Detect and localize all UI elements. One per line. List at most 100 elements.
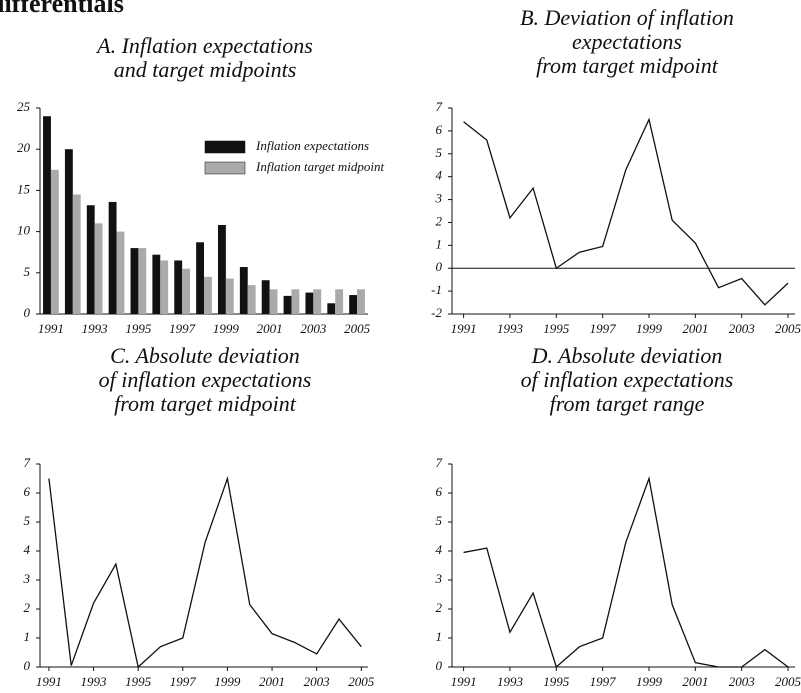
bar: [283, 295, 292, 314]
y-tick-label: 1: [436, 629, 443, 644]
y-tick-label: -2: [431, 305, 442, 320]
y-tick-label: 6: [24, 484, 31, 499]
x-tick-label: 1995: [543, 674, 570, 689]
x-tick-label: 1993: [497, 321, 524, 336]
x-tick-label: 1993: [81, 674, 108, 689]
y-tick-label: 4: [24, 542, 31, 557]
x-tick-label: 1999: [636, 674, 663, 689]
chart-title: of inflation expectations: [521, 367, 734, 392]
chart-title: D. Absolute deviation: [531, 343, 723, 368]
y-tick-label: 5: [24, 264, 31, 279]
x-tick-label: 1999: [214, 674, 241, 689]
x-tick-label: 2001: [259, 674, 285, 689]
bar: [357, 289, 365, 314]
bar: [182, 268, 191, 314]
x-tick-label: 1993: [82, 321, 109, 336]
chart-title: B. Deviation of inflation: [520, 5, 734, 30]
chart-title: from target range: [550, 391, 705, 416]
x-tick-label: 1999: [213, 321, 240, 336]
y-tick-label: 10: [17, 223, 31, 238]
x-tick-label: 2003: [729, 674, 756, 689]
bar: [204, 276, 212, 314]
chart-title: from target midpoint: [114, 391, 297, 416]
bar: [160, 260, 169, 314]
x-tick-label: 2003: [300, 321, 327, 336]
line: [48, 475, 362, 669]
y-tick-label: 7: [436, 99, 443, 114]
y-tick-label: 6: [436, 122, 443, 137]
bar: [50, 169, 59, 314]
bar: [239, 267, 248, 314]
y-tick-label: 4: [436, 542, 443, 557]
y-tick-label: 2: [436, 213, 443, 228]
bar: [108, 201, 117, 314]
y-tick-label: 5: [436, 145, 443, 160]
y-tick-label: 7: [436, 455, 443, 470]
bar: [138, 248, 147, 314]
y-tick-label: 1: [24, 629, 31, 644]
bar: [225, 278, 234, 314]
x-tick-label: 1991: [451, 674, 477, 689]
bar: [269, 289, 278, 314]
x-tick-label: 2001: [682, 674, 708, 689]
y-tick-label: 0: [436, 658, 443, 673]
x-tick-label: 1997: [169, 321, 196, 336]
bar: [313, 289, 322, 314]
x-tick-label: 1995: [125, 321, 152, 336]
line: [463, 117, 789, 306]
y-tick-label: 25: [17, 99, 31, 114]
y-tick-label: 15: [17, 181, 31, 196]
x-tick-label: 1997: [590, 674, 617, 689]
chart-title: from target midpoint: [536, 53, 719, 78]
y-tick-label: 6: [436, 484, 443, 499]
y-tick-label: 2: [436, 600, 443, 615]
y-tick-label: 20: [17, 140, 31, 155]
x-tick-label: 2005: [775, 674, 801, 689]
x-tick-label: 2003: [729, 321, 756, 336]
bar: [72, 194, 81, 314]
x-tick-label: 2005: [344, 321, 371, 336]
header: differentials: [0, 0, 124, 18]
y-tick-label: 3: [435, 191, 443, 206]
x-tick-label: 1991: [451, 321, 477, 336]
legend-label: Inflation target midpoint: [255, 159, 384, 174]
y-tick-label: 5: [24, 513, 31, 528]
y-tick-label: 3: [435, 571, 443, 586]
bar: [116, 231, 125, 314]
bar: [130, 248, 139, 314]
x-tick-label: 2005: [775, 321, 801, 336]
bar: [86, 205, 95, 314]
chart-title: A. Inflation expectations: [95, 33, 313, 58]
line: [463, 476, 789, 669]
legend-swatch: [204, 161, 246, 175]
x-tick-label: 1995: [543, 321, 570, 336]
chart-title: and target midpoints: [114, 57, 297, 82]
y-tick-label: 5: [436, 513, 443, 528]
x-tick-label: 1995: [125, 674, 152, 689]
legend-swatch: [204, 140, 246, 154]
y-tick-label: 1: [436, 236, 443, 251]
bar: [349, 295, 358, 314]
bar: [152, 254, 161, 314]
y-tick-label: 3: [23, 571, 31, 586]
y-tick-label: 7: [24, 455, 31, 470]
bar: [247, 285, 256, 314]
chart-title: C. Absolute deviation: [110, 343, 300, 368]
chart-title: expectations: [572, 29, 682, 54]
x-tick-label: 1997: [590, 321, 617, 336]
y-tick-label: 0: [24, 305, 31, 320]
y-tick-label: 0: [24, 658, 31, 673]
y-tick-label: 2: [24, 600, 31, 615]
bar: [327, 303, 336, 314]
y-tick-label: 4: [436, 168, 443, 183]
bar: [94, 223, 103, 314]
legend-label: Inflation expectations: [255, 138, 369, 153]
x-tick-label: 2001: [257, 321, 283, 336]
bar: [261, 280, 270, 314]
x-tick-label: 1993: [497, 674, 524, 689]
bar: [64, 149, 73, 314]
x-tick-label: 1991: [36, 674, 62, 689]
bar: [305, 292, 314, 314]
bar: [174, 260, 183, 314]
bar: [217, 225, 226, 314]
